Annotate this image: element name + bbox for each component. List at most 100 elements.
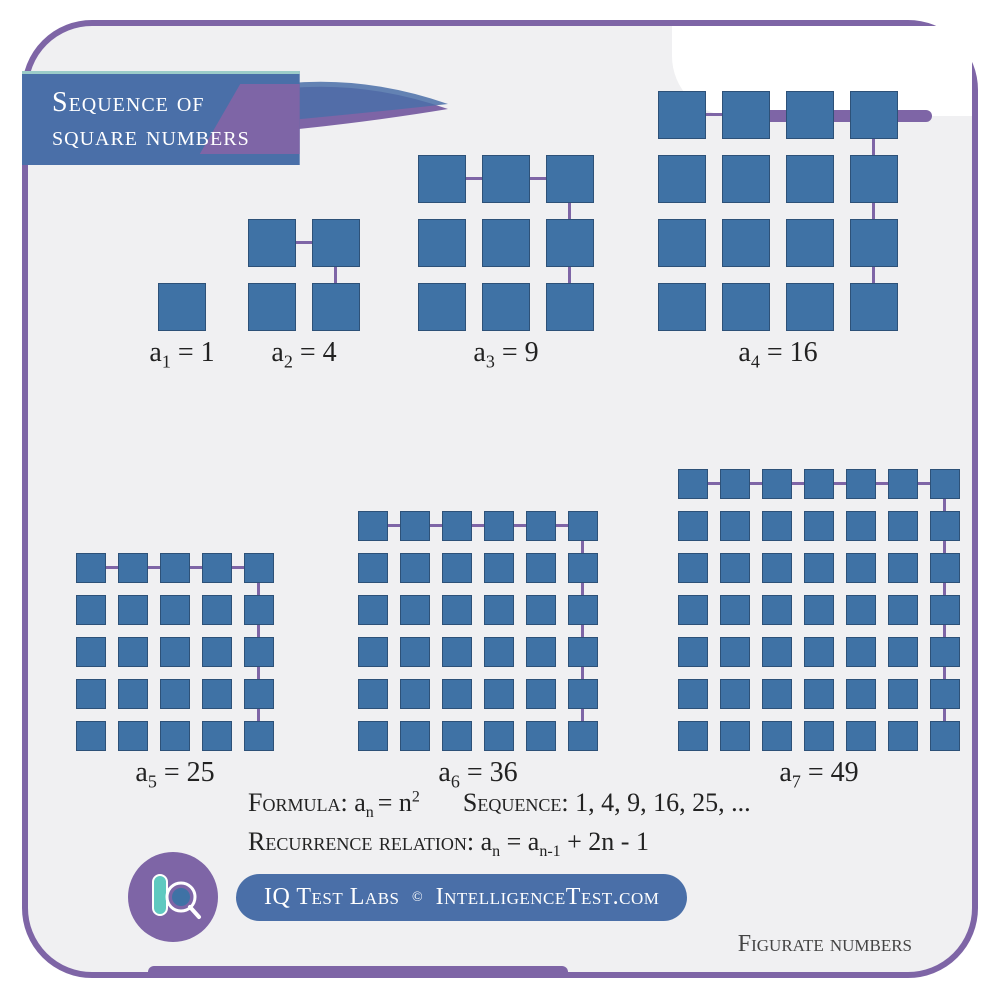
unit-square	[418, 283, 466, 331]
unit-square	[888, 721, 918, 751]
connector	[466, 177, 482, 180]
unit-square	[930, 469, 960, 499]
unit-square	[526, 553, 556, 583]
unit-square	[118, 595, 148, 625]
unit-square	[804, 721, 834, 751]
unit-square	[568, 511, 598, 541]
unit-square	[118, 679, 148, 709]
connector	[556, 524, 568, 527]
square-group-n1: a1 = 1	[158, 283, 206, 331]
unit-square	[786, 219, 834, 267]
connector	[750, 482, 762, 485]
square-label: a1 = 1	[149, 337, 214, 373]
connector	[872, 267, 875, 283]
square-group-n7: a7 = 49	[678, 469, 960, 751]
unit-square	[762, 511, 792, 541]
connector	[943, 625, 946, 637]
unit-square	[484, 679, 514, 709]
connector	[581, 541, 584, 553]
unit-square	[76, 679, 106, 709]
unit-square	[418, 155, 466, 203]
unit-square	[244, 595, 274, 625]
square-group-n5: a5 = 25	[76, 553, 274, 751]
connector	[918, 482, 930, 485]
unit-square	[244, 679, 274, 709]
connector	[568, 267, 571, 283]
unit-square	[888, 679, 918, 709]
unit-square	[804, 679, 834, 709]
connector	[770, 113, 786, 116]
unit-square	[76, 553, 106, 583]
connector	[334, 267, 337, 283]
brand-domain: IntelligenceTest.com	[436, 884, 660, 910]
connector	[257, 625, 260, 637]
unit-square	[888, 511, 918, 541]
unit-square	[888, 553, 918, 583]
connector	[872, 203, 875, 219]
bottom-curve-accent	[148, 966, 568, 978]
connector	[472, 524, 484, 527]
unit-square	[762, 469, 792, 499]
unit-square	[546, 283, 594, 331]
unit-square	[442, 511, 472, 541]
unit-square	[484, 721, 514, 751]
connector	[568, 203, 571, 219]
unit-square	[804, 595, 834, 625]
unit-square	[76, 637, 106, 667]
unit-square	[400, 637, 430, 667]
unit-square	[658, 283, 706, 331]
logo-area: IQ Test Labs © IntelligenceTest.com	[128, 852, 687, 942]
unit-square	[202, 553, 232, 583]
unit-square	[568, 637, 598, 667]
connector	[190, 566, 202, 569]
connector	[943, 667, 946, 679]
unit-square	[358, 553, 388, 583]
connector	[257, 667, 260, 679]
diagram-area: a1 = 1a2 = 4a3 = 9a4 = 16a5 = 25a6 = 36a…	[58, 111, 942, 812]
unit-square	[846, 721, 876, 751]
unit-square	[358, 637, 388, 667]
unit-square	[418, 219, 466, 267]
connector	[430, 524, 442, 527]
main-frame: Sequence of square numbers a1 = 1a2 = 4a…	[22, 20, 978, 978]
unit-square	[202, 679, 232, 709]
unit-square	[202, 721, 232, 751]
connector	[232, 566, 244, 569]
unit-square	[244, 721, 274, 751]
unit-square	[846, 469, 876, 499]
unit-square	[804, 469, 834, 499]
unit-square	[762, 721, 792, 751]
unit-square	[930, 595, 960, 625]
unit-square	[484, 511, 514, 541]
unit-square	[762, 553, 792, 583]
unit-square	[722, 283, 770, 331]
unit-square	[400, 511, 430, 541]
unit-square	[442, 637, 472, 667]
unit-square	[762, 679, 792, 709]
unit-square	[720, 721, 750, 751]
unit-square	[526, 595, 556, 625]
unit-square	[846, 637, 876, 667]
copyright-symbol: ©	[412, 890, 423, 905]
unit-square	[312, 219, 360, 267]
square-group-n4: a4 = 16	[658, 91, 898, 331]
unit-square	[358, 679, 388, 709]
connector	[148, 566, 160, 569]
unit-square	[930, 553, 960, 583]
unit-square	[526, 637, 556, 667]
unit-square	[722, 219, 770, 267]
unit-square	[658, 219, 706, 267]
unit-square	[658, 91, 706, 139]
unit-square	[118, 553, 148, 583]
unit-square	[160, 679, 190, 709]
unit-square	[930, 637, 960, 667]
unit-square	[804, 511, 834, 541]
square-label: a5 = 25	[135, 757, 214, 793]
unit-square	[484, 553, 514, 583]
flask-magnifier-icon	[143, 867, 203, 927]
connector	[257, 709, 260, 721]
unit-square	[930, 511, 960, 541]
title-banner: Sequence of square numbers	[22, 71, 300, 165]
unit-square	[568, 721, 598, 751]
connector	[872, 139, 875, 155]
